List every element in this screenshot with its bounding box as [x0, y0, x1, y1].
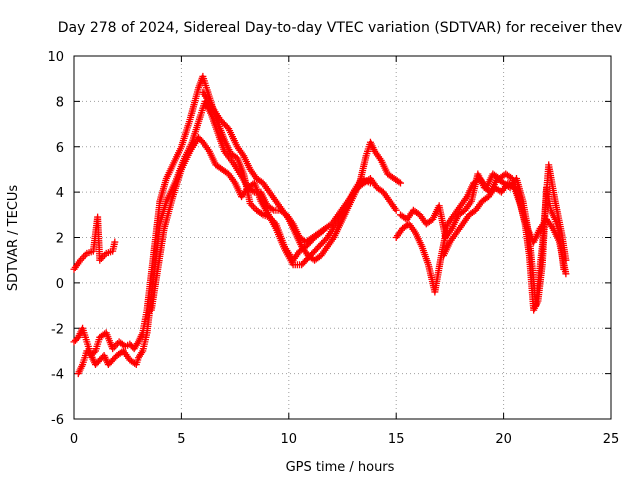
grid — [74, 56, 611, 419]
x-tick-label: 15 — [388, 432, 405, 447]
y-tick-label: 8 — [56, 95, 64, 110]
x-tick-label: 0 — [70, 432, 78, 447]
y-tick-label: -2 — [51, 322, 64, 337]
data-point — [80, 253, 88, 261]
y-tick-label: 2 — [56, 232, 64, 247]
data-points — [70, 72, 570, 378]
y-axis-label: SDTVAR / TECUs — [6, 185, 21, 292]
data-point — [395, 178, 403, 186]
x-tick-label: 10 — [281, 432, 298, 447]
y-tick-label: -4 — [51, 368, 64, 383]
x-tick-label: 25 — [603, 432, 620, 447]
x-tick-label: 20 — [495, 432, 512, 447]
data-point — [268, 205, 276, 213]
y-tick-label: 4 — [56, 186, 64, 201]
x-axis-ticks: 0 5 10 15 20 25 — [70, 56, 619, 447]
x-axis-label: GPS time / hours — [286, 460, 395, 475]
data-point — [223, 123, 231, 131]
data-point — [249, 203, 257, 211]
data-point — [249, 187, 257, 195]
data-point — [257, 210, 265, 218]
data-point — [396, 179, 404, 187]
y-tick-label: 6 — [56, 141, 64, 156]
data-point — [392, 206, 400, 214]
chart-title: Day 278 of 2024, Sidereal Day-to-day VTE… — [58, 20, 622, 36]
y-axis-ticks: -6 -4 -2 0 2 4 6 8 10 — [47, 50, 611, 428]
data-point — [111, 238, 119, 246]
y-tick-label: 0 — [56, 277, 64, 292]
y-tick-label: -6 — [51, 413, 64, 428]
data-point — [562, 270, 570, 278]
x-tick-label: 5 — [177, 432, 185, 447]
y-tick-label: 10 — [47, 50, 64, 65]
